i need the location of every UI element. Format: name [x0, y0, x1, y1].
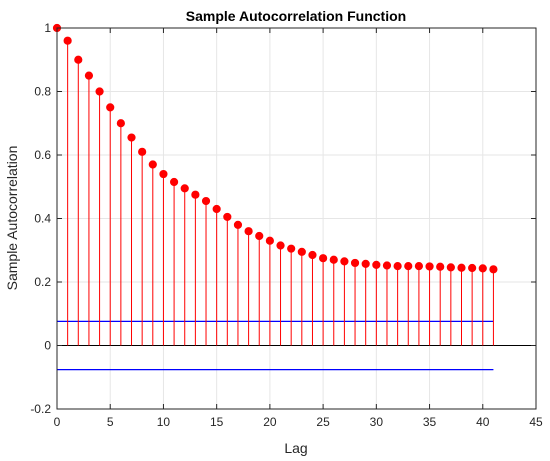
marker-lag-30: [372, 260, 381, 269]
marker-lag-40: [478, 264, 487, 273]
y-axis-label: Sample Autocorrelation: [4, 146, 20, 291]
marker-lag-11: [169, 177, 179, 187]
marker-lag-35: [425, 262, 434, 271]
marker-lag-24: [308, 250, 317, 260]
y-tick-label: 0.2: [34, 275, 51, 289]
marker-lag-34: [414, 262, 424, 271]
x-tick-label: 30: [370, 415, 384, 429]
marker-lag-8: [138, 147, 147, 156]
marker-lag-41: [489, 265, 498, 274]
marker-lag-23: [297, 247, 306, 256]
x-tick-label: 15: [210, 415, 224, 429]
y-tick-label: 0: [44, 339, 51, 353]
marker-lag-14: [201, 196, 211, 206]
marker-lag-9: [148, 160, 157, 169]
marker-lag-12: [180, 184, 189, 193]
marker-lag-29: [361, 259, 370, 269]
marker-lag-16: [223, 212, 232, 222]
y-tick-label: 0.6: [34, 148, 51, 162]
marker-lag-33: [404, 262, 413, 271]
y-tick-label: 1: [44, 21, 51, 35]
x-axis-label: Lag: [284, 440, 307, 456]
marker-lag-17: [233, 220, 243, 229]
chart-title: Sample Autocorrelation Function: [186, 8, 406, 24]
marker-lag-10: [159, 169, 168, 179]
marker-lag-27: [340, 257, 349, 266]
x-tick-label: 0: [54, 415, 61, 429]
marker-lag-7: [127, 133, 136, 142]
marker-lag-13: [191, 190, 200, 199]
marker-lag-2: [74, 55, 83, 64]
marker-lag-28: [350, 258, 360, 268]
marker-lag-21: [276, 241, 285, 250]
x-tick-label: 35: [423, 415, 437, 429]
y-axis: -0.2 0 0.2 0.4 0.6 0.8 1: [30, 21, 536, 416]
x-tick-label: 45: [529, 415, 543, 429]
x-tick-label: 25: [316, 415, 330, 429]
marker-lag-20: [265, 236, 274, 245]
x-tick-label: 10: [157, 415, 171, 429]
marker-lag-22: [287, 244, 296, 253]
marker-lag-36: [436, 262, 445, 271]
marker-lag-32: [393, 262, 402, 271]
marker-lag-19: [255, 231, 264, 241]
x-axis: 0 5 10 15 20 25 30 35 40 45: [54, 28, 543, 429]
x-tick-label: 20: [263, 415, 277, 429]
marker-lag-25: [319, 254, 328, 263]
marker-lag-18: [244, 227, 253, 236]
marker-lag-37: [446, 263, 455, 272]
marker-lag-31: [382, 261, 392, 270]
marker-lag-5: [106, 103, 115, 112]
marker-lag-39: [468, 263, 477, 273]
y-tick-label: 0.8: [34, 85, 51, 99]
marker-lag-26: [329, 255, 338, 264]
marker-lag-38: [457, 263, 466, 272]
x-tick-label: 40: [476, 415, 490, 429]
y-tick-label: 0.4: [34, 212, 51, 226]
marker-lag-3: [84, 71, 94, 80]
stems: [56, 28, 494, 346]
x-tick-label: 5: [107, 415, 114, 429]
marker-lag-4: [95, 87, 104, 96]
marker-lag-6: [116, 119, 125, 128]
markers: [52, 23, 498, 274]
grid: [57, 28, 536, 409]
y-tick-label: -0.2: [30, 402, 51, 416]
marker-lag-1: [63, 36, 72, 45]
marker-lag-15: [212, 204, 221, 214]
